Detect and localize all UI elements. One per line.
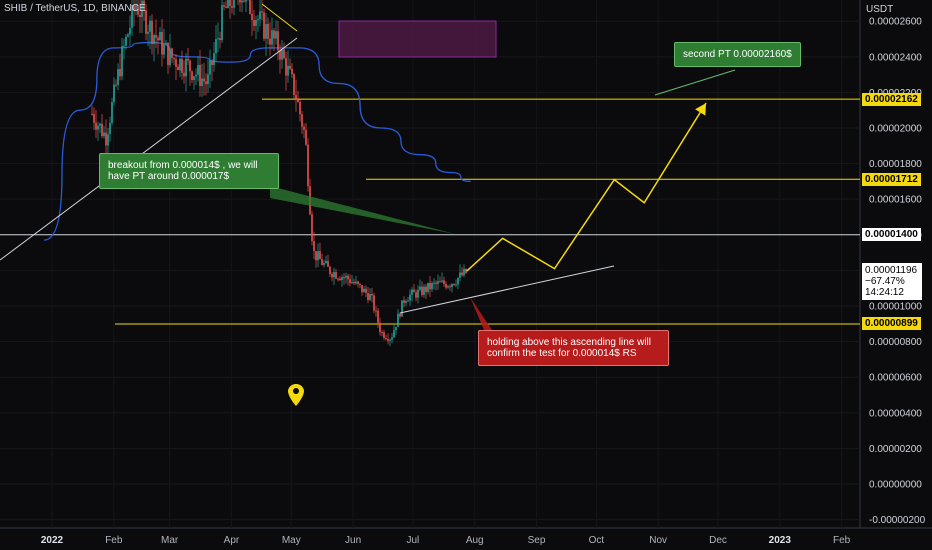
time-tick-label: 2023: [769, 535, 792, 546]
time-tick-label: Feb: [833, 535, 851, 546]
price-tick-label: 0.00000400: [869, 408, 922, 419]
time-tick-label: Oct: [589, 535, 605, 546]
price-tick-label: 0.00002000: [869, 124, 922, 135]
price-tick-label: 0.00000600: [869, 373, 922, 384]
current-price-box: 0.00001196 −67.47% 14:24:12: [862, 263, 922, 300]
price-tag: 0.00001400: [862, 228, 921, 241]
current-price: 0.00001196: [865, 265, 919, 276]
supply-zone-box: [339, 21, 496, 57]
time-tick-label: Aug: [466, 535, 484, 546]
price-tick-label: -0.00000200: [869, 515, 926, 526]
time-axis-ticks: 2022 Feb Mar Apr May Jun Jul Aug Sep Oct Nov Dec 202…: [41, 535, 851, 546]
time-tick-label: Nov: [649, 535, 667, 546]
price-tick-label: 0.00000200: [869, 444, 922, 455]
callout-second-pt: second PT 0.00002160$: [674, 42, 801, 67]
time-tick-label: Jun: [345, 535, 361, 546]
price-tag: 0.00001712: [862, 173, 921, 186]
price-tick-label: 0.00000000: [869, 480, 922, 491]
price-tag: 0.00002162: [862, 93, 921, 106]
time-tick-label: Jul: [407, 535, 420, 546]
callout-second-pt-text: second PT 0.00002160$: [683, 49, 792, 60]
time-tick-label: May: [282, 535, 301, 546]
bar-countdown: 14:24:12: [865, 287, 919, 298]
callout-holding: holding above this ascending line will c…: [478, 330, 669, 366]
time-tick-label: Feb: [105, 535, 123, 546]
time-tick-label: 2022: [41, 535, 64, 546]
price-tick-label: 0.00001000: [869, 302, 922, 313]
time-tick-label: Dec: [709, 535, 727, 546]
price-tag: 0.00000899: [862, 317, 921, 330]
currency-label: USDT: [866, 4, 893, 15]
callout-holding-text: holding above this ascending line will c…: [487, 337, 651, 359]
time-tick-label: Sep: [528, 535, 546, 546]
time-tick-label: Mar: [161, 535, 179, 546]
callout-breakout: breakout from 0.000014$ , we will have P…: [99, 153, 279, 189]
price-tick-label: 0.00001800: [869, 159, 922, 170]
time-tick-label: Apr: [224, 535, 240, 546]
price-tick-label: 0.00000800: [869, 337, 922, 348]
current-change: −67.47%: [865, 276, 919, 287]
price-tick-label: 0.00001600: [869, 195, 922, 206]
price-tick-label: 0.00002400: [869, 52, 922, 63]
price-tick-label: 0.00002600: [869, 17, 922, 28]
symbol-header: SHIB / TetherUS, 1D, BINANCE: [4, 3, 146, 14]
callout-breakout-text: breakout from 0.000014$ , we will have P…: [108, 160, 258, 182]
